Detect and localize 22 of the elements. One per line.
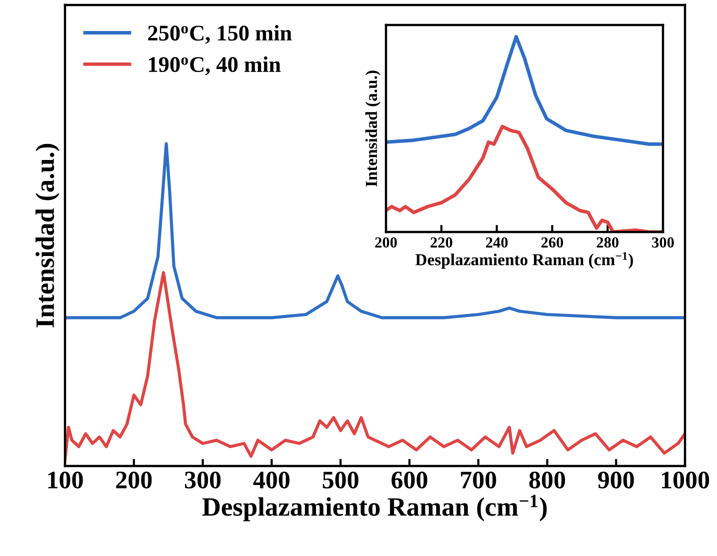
x-tick-label: 240 bbox=[486, 237, 508, 248]
x-tick-label: 200 bbox=[375, 237, 397, 248]
x-tick-label: 400 bbox=[253, 472, 290, 488]
x-tick-label: 260 bbox=[541, 237, 564, 248]
x-tick-label: 600 bbox=[392, 472, 428, 488]
x-tick-label: 700 bbox=[461, 472, 496, 488]
legend-label: 190$^{o}$C, 40 min bbox=[149, 56, 281, 76]
x-tick-label: 900 bbox=[598, 472, 634, 488]
legend-label: 250$^{o}$C, 150 min bbox=[148, 25, 292, 44]
x-tick-label: 500 bbox=[322, 472, 358, 488]
x-axis-title: Desplazamiento Raman (cm$^{−1}$) bbox=[415, 252, 633, 269]
x-tick-label: 800 bbox=[529, 472, 566, 488]
x-tick-label: 1000 bbox=[662, 472, 710, 488]
x-tick-label: 280 bbox=[596, 237, 618, 248]
x-tick-label: 300 bbox=[652, 237, 674, 248]
x-tick-label: 220 bbox=[430, 237, 452, 248]
x-tick-label: 300 bbox=[184, 472, 221, 488]
x-tick-label: 100 bbox=[48, 472, 83, 488]
x-tick-label: 200 bbox=[116, 472, 152, 488]
y-axis-title: Intensidad (a.u.) bbox=[36, 144, 60, 328]
x-axis-title: Desplazamiento Raman (cm$^{−1}$) bbox=[202, 494, 547, 522]
y-axis-title: Intensidad (a.u.) bbox=[365, 70, 380, 187]
